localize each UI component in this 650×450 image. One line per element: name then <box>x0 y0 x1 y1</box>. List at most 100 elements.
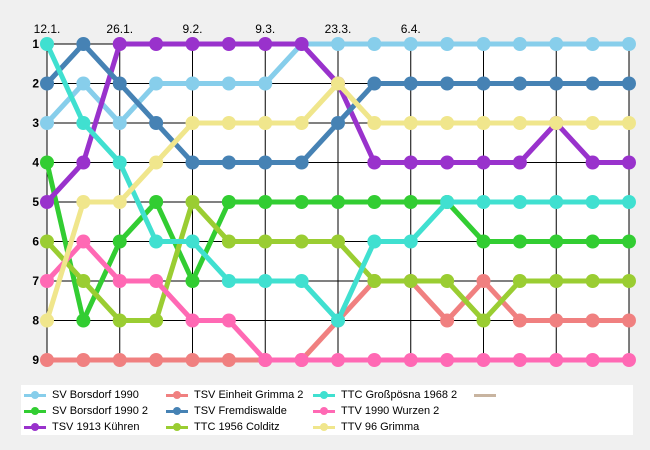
legend-label: TSV 1913 Kühren <box>52 421 140 433</box>
data-point <box>149 274 164 288</box>
data-point <box>294 155 309 170</box>
data-point <box>476 274 491 288</box>
legend-swatch <box>313 422 335 431</box>
data-point <box>403 116 418 130</box>
data-point <box>622 313 636 328</box>
data-point <box>221 37 236 51</box>
data-point <box>294 353 309 367</box>
data-point <box>149 313 164 328</box>
legend-label: TTC 1956 Colditz <box>194 421 280 433</box>
legend: SV Borsdorf 1990 SV Borsdorf 1990 2 TSV 19… <box>21 385 633 435</box>
data-point <box>149 37 164 51</box>
legend-label: SV Borsdorf 1990 <box>52 389 139 401</box>
data-point <box>76 274 91 288</box>
data-point <box>512 313 527 328</box>
data-point <box>549 234 564 249</box>
x-tick-label: 6.4. <box>401 22 421 36</box>
data-point <box>185 274 200 288</box>
data-point <box>440 37 455 51</box>
data-point <box>549 116 564 130</box>
y-tick-label: 4 <box>32 156 39 170</box>
legend-swatch <box>313 406 335 415</box>
data-point <box>440 313 455 328</box>
data-point <box>40 76 54 91</box>
data-point <box>476 116 491 130</box>
data-point <box>476 195 491 209</box>
data-point <box>40 195 54 209</box>
data-point <box>476 353 491 367</box>
data-point <box>221 353 236 367</box>
data-point <box>549 353 564 367</box>
legend-swatch <box>24 406 46 415</box>
data-point <box>294 195 309 209</box>
data-point <box>585 274 600 288</box>
data-point <box>149 116 164 130</box>
data-point <box>331 195 345 209</box>
x-tick-label: 23.3. <box>325 22 352 36</box>
data-point <box>512 76 527 91</box>
x-tick-label: 26.1. <box>106 22 133 36</box>
data-point <box>440 274 455 288</box>
data-point <box>221 274 236 288</box>
y-tick-label: 6 <box>32 235 39 249</box>
data-point <box>476 155 491 170</box>
series <box>40 234 636 367</box>
data-point <box>112 313 127 328</box>
series <box>40 37 636 328</box>
data-point <box>258 234 273 249</box>
x-tick-label: 9.3. <box>255 22 275 36</box>
legend-item: TTV 1990 Wurzen 2 <box>313 403 439 419</box>
data-point <box>622 155 636 170</box>
data-point <box>76 195 91 209</box>
data-point <box>40 155 54 170</box>
data-point <box>331 37 345 51</box>
data-point <box>258 195 273 209</box>
data-point <box>185 195 200 209</box>
data-point <box>40 37 54 51</box>
y-tick-label: 2 <box>32 77 39 91</box>
data-point <box>149 234 164 249</box>
legend-label: SV Borsdorf 1990 2 <box>52 405 149 417</box>
data-point <box>185 353 200 367</box>
data-point <box>476 37 491 51</box>
legend-label: TSV Fremdiswalde <box>194 405 287 417</box>
series <box>40 195 636 328</box>
data-point <box>112 353 127 367</box>
data-point <box>367 353 382 367</box>
data-point <box>440 353 455 367</box>
legend-item: TTC 1956 Colditz <box>166 419 280 435</box>
series-group <box>40 37 636 367</box>
data-point <box>185 234 200 249</box>
data-point <box>512 353 527 367</box>
data-point <box>403 234 418 249</box>
y-tick-label: 8 <box>32 314 39 328</box>
legend-item: TTC Großpösna 1968 2 <box>313 387 457 403</box>
legend-item: SV Borsdorf 1990 2 <box>24 403 148 419</box>
x-tick-labels: 12.1. 26.1. 9.2. 9.3. 23.3. 6.4. <box>34 22 421 36</box>
legend-swatch <box>166 422 188 431</box>
data-point <box>367 195 382 209</box>
data-point <box>185 155 200 170</box>
data-point <box>76 76 91 91</box>
data-point <box>331 234 345 249</box>
data-point <box>512 116 527 130</box>
legend-swatch <box>166 390 188 399</box>
data-point <box>512 195 527 209</box>
data-point <box>294 37 309 51</box>
data-point <box>149 353 164 367</box>
data-point <box>185 313 200 328</box>
x-tick-label: 9.2. <box>182 22 202 36</box>
data-point <box>112 37 127 51</box>
data-point <box>221 195 236 209</box>
data-point <box>367 274 382 288</box>
data-point <box>440 155 455 170</box>
data-point <box>622 274 636 288</box>
data-point <box>512 155 527 170</box>
y-tick-label: 3 <box>32 116 39 130</box>
data-point <box>76 313 91 328</box>
data-point <box>367 234 382 249</box>
data-point <box>221 76 236 91</box>
data-point <box>440 116 455 130</box>
data-point <box>149 195 164 209</box>
data-point <box>622 353 636 367</box>
